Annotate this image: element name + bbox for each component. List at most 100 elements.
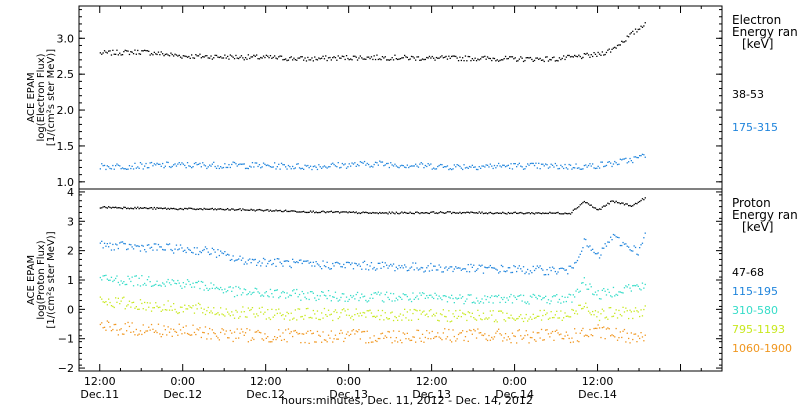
data-point <box>574 262 576 264</box>
data-point <box>518 315 520 318</box>
data-point <box>471 58 473 60</box>
data-point <box>618 237 620 239</box>
data-point <box>448 55 450 57</box>
data-point <box>138 333 140 335</box>
data-point <box>554 212 556 214</box>
data-point <box>433 211 435 213</box>
data-point <box>314 341 316 343</box>
data-point <box>442 166 444 168</box>
data-point <box>217 337 219 339</box>
data-point <box>196 55 198 57</box>
data-point <box>131 246 133 248</box>
data-point <box>204 326 207 328</box>
data-point <box>297 333 299 335</box>
data-point <box>614 312 616 314</box>
data-point <box>426 330 428 332</box>
data-point <box>643 199 645 201</box>
data-point <box>282 164 284 166</box>
data-point <box>621 315 623 317</box>
data-point <box>146 330 149 332</box>
data-point <box>242 57 244 59</box>
data-point <box>132 301 135 303</box>
data-point <box>148 244 150 246</box>
data-point <box>481 56 483 58</box>
data-point <box>115 297 117 299</box>
data-point <box>535 340 537 342</box>
data-point <box>323 211 326 213</box>
data-point <box>433 337 435 339</box>
data-point <box>553 56 555 58</box>
data-point <box>406 332 408 334</box>
data-point <box>585 202 587 204</box>
data-point <box>415 309 417 311</box>
data-point <box>298 211 301 213</box>
data-point <box>315 317 317 319</box>
data-point <box>412 292 414 294</box>
data-point <box>507 211 509 214</box>
data-point <box>269 288 272 291</box>
data-point <box>300 299 302 301</box>
data-point <box>603 165 605 168</box>
data-point <box>525 165 527 168</box>
data-point <box>220 250 222 252</box>
data-point <box>315 58 317 61</box>
data-point <box>549 266 551 269</box>
data-point <box>372 58 374 61</box>
data-point <box>467 340 469 342</box>
data-point <box>344 310 346 312</box>
data-point <box>358 57 360 59</box>
data-point <box>421 267 424 269</box>
data-point <box>318 164 320 166</box>
data-point <box>218 254 220 257</box>
data-point <box>189 165 191 168</box>
data-point <box>312 60 314 62</box>
data-point <box>160 207 162 209</box>
data-point <box>142 168 144 170</box>
data-point <box>124 206 126 209</box>
data-point <box>268 260 270 262</box>
data-point <box>514 211 516 213</box>
data-point <box>308 262 310 264</box>
data-point <box>195 253 197 255</box>
data-point <box>279 168 281 170</box>
data-point <box>341 309 343 311</box>
data-point <box>280 314 283 317</box>
data-point <box>142 50 144 52</box>
data-point <box>337 300 339 302</box>
data-point <box>265 54 267 56</box>
data-point <box>326 261 328 263</box>
data-point <box>327 211 330 213</box>
data-point <box>413 269 415 271</box>
data-point <box>525 212 527 214</box>
data-point <box>633 333 635 335</box>
data-point <box>307 330 309 332</box>
data-point <box>128 243 131 246</box>
data-point <box>557 317 559 319</box>
data-point <box>167 161 169 164</box>
data-point <box>583 277 585 279</box>
data-point <box>551 317 554 319</box>
data-point <box>174 330 176 333</box>
data-point <box>244 167 247 170</box>
data-point <box>290 312 292 314</box>
data-point <box>242 306 244 308</box>
data-point <box>315 211 317 213</box>
data-point <box>531 212 533 214</box>
data-point <box>215 256 218 258</box>
data-point <box>452 329 454 331</box>
data-point <box>149 329 151 331</box>
data-point <box>144 207 146 209</box>
data-point <box>285 297 287 299</box>
data-point <box>390 212 392 215</box>
data-point <box>366 310 368 312</box>
data-point <box>575 163 577 165</box>
data-point <box>612 233 615 236</box>
data-point <box>329 314 331 316</box>
legend-title: Energy ran <box>732 25 798 39</box>
data-point <box>437 319 439 321</box>
data-point <box>640 332 642 334</box>
data-point <box>598 319 601 322</box>
data-point <box>524 272 526 275</box>
data-point <box>506 339 508 341</box>
data-point <box>251 258 254 261</box>
